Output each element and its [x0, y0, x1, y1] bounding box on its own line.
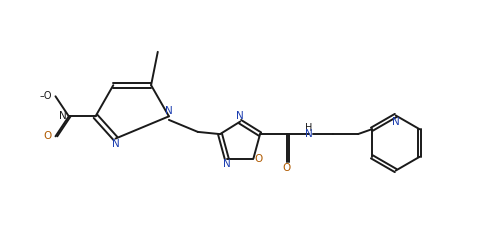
Text: O: O	[254, 154, 263, 165]
Text: –O: –O	[40, 91, 52, 101]
Text: N: N	[59, 111, 66, 121]
Text: O: O	[43, 131, 52, 141]
Text: N: N	[223, 159, 230, 169]
Text: O: O	[282, 163, 290, 173]
Text: N: N	[236, 111, 244, 121]
Text: N: N	[391, 117, 399, 127]
Text: N: N	[164, 106, 172, 116]
Text: N: N	[305, 129, 312, 139]
Text: N: N	[111, 139, 119, 149]
Text: H: H	[305, 123, 312, 133]
